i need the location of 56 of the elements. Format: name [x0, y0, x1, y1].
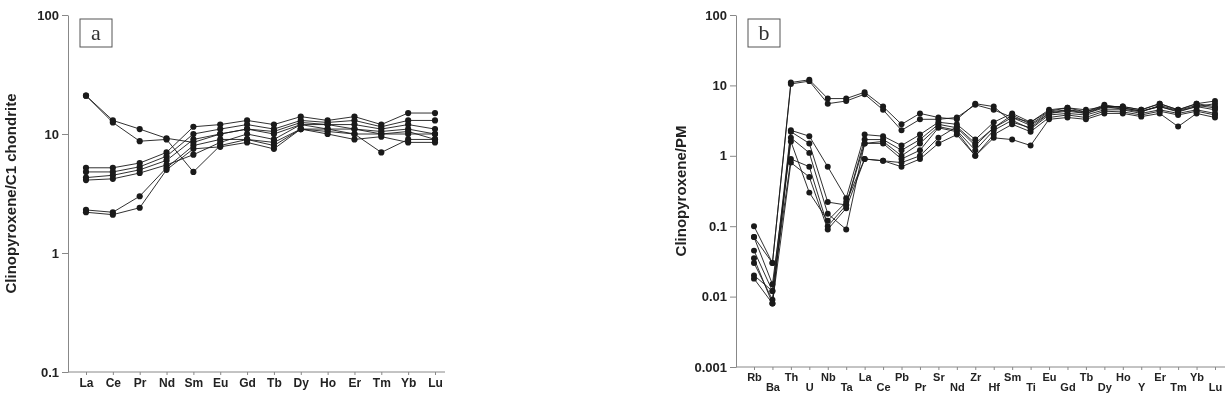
x-tick-label: Pr [914, 380, 927, 393]
annotation: b [758, 20, 770, 45]
y-tick-label: 10 [44, 126, 59, 142]
x-tick-label: Lu [1208, 380, 1223, 393]
y-tick-label: 0.01 [701, 289, 727, 305]
x-tick-label: Dy [293, 375, 310, 390]
x-tick-label: Ce [876, 380, 891, 393]
y-tick-label: 1 [719, 148, 727, 164]
panel-label: a [79, 18, 113, 48]
y-tick-label: 100 [705, 7, 727, 23]
x-tick-label: Nd [950, 380, 965, 393]
x-tick-label: Ce [105, 375, 122, 390]
x-tick-label: Gd [1060, 380, 1076, 393]
x-tick-label: Y [1138, 380, 1147, 393]
x-tick-label: La [79, 375, 94, 390]
x-tick-label: Dy [1097, 380, 1113, 393]
x-tick-label: Lu [428, 375, 443, 390]
x-tick-label: Ba [765, 380, 781, 393]
x-tick-label: Nd [159, 375, 176, 390]
y-axis-title: Clinopyroxene/PM [672, 125, 689, 257]
x-tick-label: Tb [267, 375, 282, 390]
x-tick-label: Sr [933, 370, 946, 383]
y-tick-label: 0.1 [708, 218, 727, 234]
y-tick-label: 1 [51, 245, 59, 261]
x-tick-label: Hf [988, 380, 1001, 393]
x-tick-label: Tb [1079, 370, 1094, 383]
x-tick-label: Sm [1004, 370, 1022, 383]
x-tick-label: Zr [970, 370, 982, 383]
y-tick-label: 100 [37, 7, 59, 23]
x-tick-label: Eu [213, 375, 229, 390]
x-tick-label: Er [1154, 370, 1167, 383]
x-tick-label: Pr [133, 375, 147, 390]
y-tick-label: 10 [712, 78, 727, 94]
panel-label: b [747, 18, 781, 48]
y-tick-label: 0.001 [694, 359, 727, 375]
x-tick-label: Er [348, 375, 362, 390]
x-tick-label: Gd [239, 375, 256, 390]
x-tick-label: Th [784, 370, 799, 383]
x-tick-label: U [805, 380, 814, 393]
x-tick-label: Nb [820, 370, 836, 383]
x-tick-label: Tm [372, 375, 391, 390]
x-tick-label: Yb [1190, 370, 1205, 383]
x-tick-label: Pb [894, 370, 910, 383]
x-tick-label: Yb [400, 375, 417, 390]
x-tick-label: Rb [747, 370, 763, 383]
x-tick-label: Tm [1170, 380, 1188, 393]
x-tick-label: La [858, 370, 873, 383]
x-tick-label: Ho [1115, 370, 1131, 383]
y-tick-label: 0.1 [40, 364, 59, 380]
annotation: a [91, 20, 102, 45]
x-tick-label: Ti [1026, 380, 1036, 393]
x-tick-label: Ho [320, 375, 337, 390]
x-tick-label: Ta [840, 380, 854, 393]
y-axis-title: Clinopyroxene/C1 chondrite [2, 93, 19, 294]
x-tick-label: Sm [184, 375, 204, 390]
x-tick-label: Eu [1042, 370, 1057, 383]
